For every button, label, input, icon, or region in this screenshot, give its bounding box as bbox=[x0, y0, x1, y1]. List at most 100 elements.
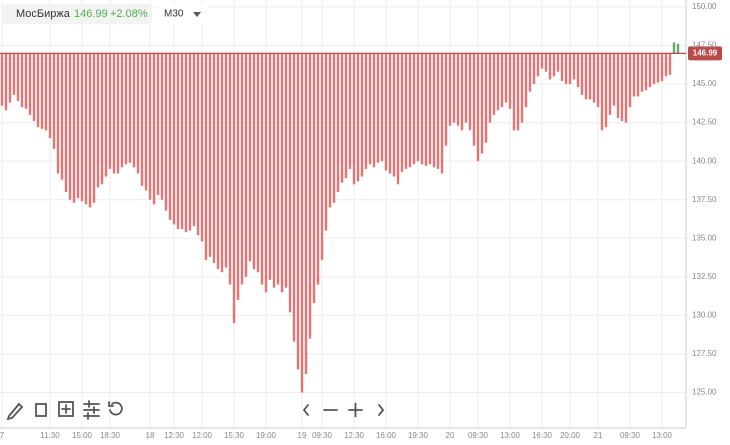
bar bbox=[296, 53, 300, 370]
x-tick-label: 16:00 bbox=[376, 431, 397, 440]
bar bbox=[584, 53, 588, 100]
bar bbox=[64, 53, 68, 193]
bar bbox=[196, 53, 200, 236]
bar bbox=[220, 53, 224, 273]
bar bbox=[656, 53, 660, 83]
bar bbox=[84, 53, 88, 205]
y-tick-label: 135.00 bbox=[692, 233, 717, 242]
bar bbox=[404, 53, 408, 169]
bar bbox=[176, 53, 180, 230]
bar bbox=[96, 53, 100, 188]
toolbar bbox=[6, 400, 385, 421]
pencil-icon[interactable] bbox=[6, 402, 24, 421]
reset-icon[interactable] bbox=[108, 401, 123, 416]
bar bbox=[80, 53, 84, 202]
change: +2.08% bbox=[110, 8, 148, 20]
bar bbox=[308, 53, 312, 339]
bar bbox=[332, 53, 336, 203]
bar bbox=[340, 53, 344, 183]
bar bbox=[388, 53, 392, 174]
bar bbox=[616, 53, 620, 118]
bar bbox=[348, 53, 352, 169]
bar bbox=[164, 53, 168, 211]
x-tick-label: 19 bbox=[298, 431, 307, 440]
nav-left[interactable] bbox=[302, 404, 309, 416]
bar bbox=[536, 53, 540, 77]
bar bbox=[676, 43, 680, 54]
bar bbox=[60, 53, 64, 180]
bar bbox=[672, 42, 676, 54]
bar bbox=[520, 53, 524, 123]
bar bbox=[516, 53, 520, 131]
bar bbox=[592, 53, 596, 103]
bar bbox=[228, 53, 232, 285]
bar bbox=[560, 53, 564, 81]
bar bbox=[336, 53, 340, 193]
bar bbox=[72, 53, 76, 203]
bar bbox=[668, 53, 672, 75]
bars bbox=[0, 42, 680, 393]
nav-right[interactable] bbox=[378, 404, 385, 416]
bar bbox=[640, 53, 644, 92]
bar bbox=[396, 53, 400, 185]
bar bbox=[132, 53, 136, 168]
settings-icon[interactable] bbox=[83, 400, 100, 420]
bar bbox=[100, 53, 104, 185]
bar bbox=[412, 53, 416, 165]
bar bbox=[568, 53, 572, 85]
bar bbox=[40, 53, 44, 129]
bar bbox=[352, 53, 356, 185]
layers-icon[interactable] bbox=[35, 403, 47, 417]
bar bbox=[208, 53, 212, 257]
bar bbox=[544, 53, 548, 72]
x-tick-label: 13:00 bbox=[652, 431, 673, 440]
bar bbox=[492, 53, 496, 115]
x-tick-label: 12:30 bbox=[344, 431, 365, 440]
bar bbox=[664, 53, 668, 77]
y-tick-label: 137.50 bbox=[692, 195, 717, 204]
overlay: 146.99 bbox=[0, 46, 722, 61]
interval[interactable]: M30 bbox=[164, 9, 184, 20]
bar bbox=[276, 53, 280, 285]
x-tick-label: 7 bbox=[0, 431, 5, 440]
bar bbox=[316, 53, 320, 285]
y-tick-label: 142.50 bbox=[692, 118, 717, 127]
x-tick-label: 12:00 bbox=[192, 431, 213, 440]
bar bbox=[8, 53, 12, 103]
interval-box[interactable] bbox=[158, 4, 208, 24]
bar bbox=[116, 53, 120, 174]
bar bbox=[312, 53, 316, 304]
zoom-in[interactable] bbox=[348, 402, 363, 418]
bar bbox=[284, 53, 288, 288]
bar bbox=[436, 53, 440, 169]
bar bbox=[76, 53, 80, 199]
bar bbox=[632, 53, 636, 97]
price-label-box bbox=[688, 46, 722, 61]
bar bbox=[468, 53, 472, 131]
bar bbox=[168, 53, 172, 220]
bar bbox=[320, 53, 324, 260]
dropdown-arrow[interactable] bbox=[193, 12, 201, 17]
bar bbox=[504, 53, 508, 103]
x-tick-label: 19:00 bbox=[256, 431, 277, 440]
bar bbox=[356, 53, 360, 182]
add-icon[interactable] bbox=[58, 401, 74, 417]
bar bbox=[540, 53, 544, 69]
bar bbox=[488, 53, 492, 123]
bar bbox=[172, 53, 176, 225]
bar bbox=[604, 53, 608, 128]
bar bbox=[120, 53, 124, 168]
y-tick-label: 127.50 bbox=[692, 349, 717, 358]
bar bbox=[512, 53, 516, 131]
bar bbox=[496, 53, 500, 111]
bar bbox=[248, 53, 252, 262]
bar bbox=[252, 53, 256, 270]
y-tick-label: 147.50 bbox=[692, 41, 717, 50]
bar bbox=[464, 53, 468, 123]
bar bbox=[364, 53, 368, 169]
bar bbox=[648, 53, 652, 88]
bar bbox=[280, 53, 284, 293]
bar bbox=[380, 53, 384, 162]
bar bbox=[304, 53, 308, 375]
bar bbox=[444, 53, 448, 146]
